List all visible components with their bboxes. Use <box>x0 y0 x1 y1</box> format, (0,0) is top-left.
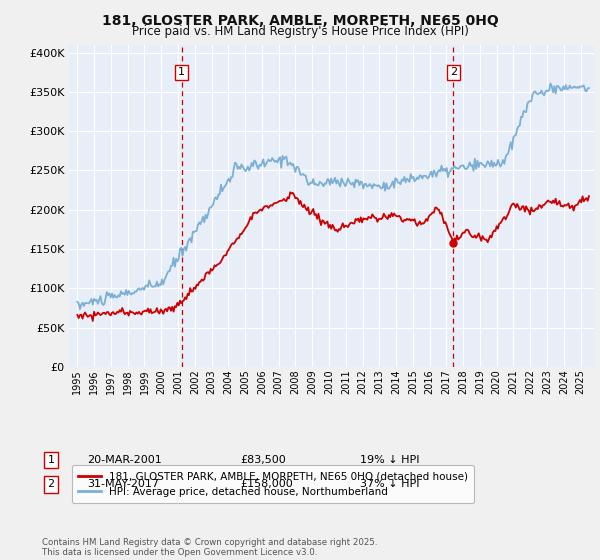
Legend: 181, GLOSTER PARK, AMBLE, MORPETH, NE65 0HQ (detached house), HPI: Average price: 181, GLOSTER PARK, AMBLE, MORPETH, NE65 … <box>71 465 475 503</box>
Text: 2: 2 <box>47 479 55 489</box>
Text: 2: 2 <box>450 67 457 77</box>
Text: 31-MAY-2017: 31-MAY-2017 <box>87 479 159 489</box>
Text: Contains HM Land Registry data © Crown copyright and database right 2025.
This d: Contains HM Land Registry data © Crown c… <box>42 538 377 557</box>
Text: 19% ↓ HPI: 19% ↓ HPI <box>360 455 419 465</box>
Text: 1: 1 <box>178 67 185 77</box>
Text: 20-MAR-2001: 20-MAR-2001 <box>87 455 162 465</box>
Text: 37% ↓ HPI: 37% ↓ HPI <box>360 479 419 489</box>
Text: 181, GLOSTER PARK, AMBLE, MORPETH, NE65 0HQ: 181, GLOSTER PARK, AMBLE, MORPETH, NE65 … <box>101 14 499 28</box>
Text: 1: 1 <box>47 455 55 465</box>
Text: Price paid vs. HM Land Registry's House Price Index (HPI): Price paid vs. HM Land Registry's House … <box>131 25 469 38</box>
Text: £158,000: £158,000 <box>240 479 293 489</box>
Text: £83,500: £83,500 <box>240 455 286 465</box>
